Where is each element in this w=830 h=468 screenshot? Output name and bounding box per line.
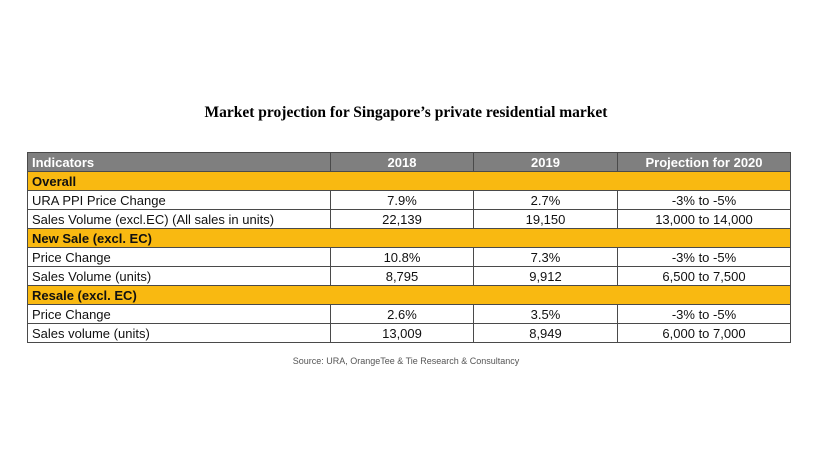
value-2018-cell: 7.9% xyxy=(330,190,474,210)
value-2018-cell: 22,139 xyxy=(330,209,474,229)
indicator-cell: Sales Volume (units) xyxy=(27,266,331,286)
indicator-cell: Sales volume (units) xyxy=(27,323,331,343)
value-2018-cell: 10.8% xyxy=(330,247,474,267)
header-2018: 2018 xyxy=(330,152,474,172)
value-2018-cell: 2.6% xyxy=(330,304,474,324)
value-2018-cell: 8,795 xyxy=(330,266,474,286)
value-2019-cell: 3.5% xyxy=(473,304,618,324)
indicator-cell: Price Change xyxy=(27,247,331,267)
section-row-resale: Resale (excl. EC) xyxy=(27,285,791,305)
value-2019-cell: 9,912 xyxy=(473,266,618,286)
value-2019-cell: 8,949 xyxy=(473,323,618,343)
projection-2020-cell: -3% to -5% xyxy=(617,247,791,267)
table-row: Price Change 2.6% 3.5% -3% to -5% xyxy=(27,304,791,324)
value-2019-cell: 7.3% xyxy=(473,247,618,267)
indicator-cell: Price Change xyxy=(27,304,331,324)
section-label: Resale (excl. EC) xyxy=(27,285,791,305)
source-note: Source: URA, OrangeTee & Tie Research & … xyxy=(292,356,520,366)
indicator-cell: Sales Volume (excl.EC) (All sales in uni… xyxy=(27,209,331,229)
value-2019-cell: 2.7% xyxy=(473,190,618,210)
table-row: Sales volume (units) 13,009 8,949 6,000 … xyxy=(27,323,791,343)
header-indicators: Indicators xyxy=(27,152,331,172)
table-row: URA PPI Price Change 7.9% 2.7% -3% to -5… xyxy=(27,190,791,210)
projection-2020-cell: 13,000 to 14,000 xyxy=(617,209,791,229)
table-row: Price Change 10.8% 7.3% -3% to -5% xyxy=(27,247,791,267)
table-row: Sales Volume (excl.EC) (All sales in uni… xyxy=(27,209,791,229)
value-2019-cell: 19,150 xyxy=(473,209,618,229)
section-row-new-sale: New Sale (excl. EC) xyxy=(27,228,791,248)
table-title: Market projection for Singapore’s privat… xyxy=(204,104,608,121)
projection-2020-cell: -3% to -5% xyxy=(617,304,791,324)
header-2019: 2019 xyxy=(473,152,618,172)
market-projection-table: Indicators 2018 2019 Projection for 2020… xyxy=(27,152,791,343)
projection-2020-cell: 6,500 to 7,500 xyxy=(617,266,791,286)
section-row-overall: Overall xyxy=(27,171,791,191)
indicator-cell: URA PPI Price Change xyxy=(27,190,331,210)
projection-2020-cell: 6,000 to 7,000 xyxy=(617,323,791,343)
section-label: New Sale (excl. EC) xyxy=(27,228,791,248)
header-row: Indicators 2018 2019 Projection for 2020 xyxy=(27,152,791,172)
value-2018-cell: 13,009 xyxy=(330,323,474,343)
header-projection-2020: Projection for 2020 xyxy=(617,152,791,172)
section-label: Overall xyxy=(27,171,791,191)
table-row: Sales Volume (units) 8,795 9,912 6,500 t… xyxy=(27,266,791,286)
projection-2020-cell: -3% to -5% xyxy=(617,190,791,210)
